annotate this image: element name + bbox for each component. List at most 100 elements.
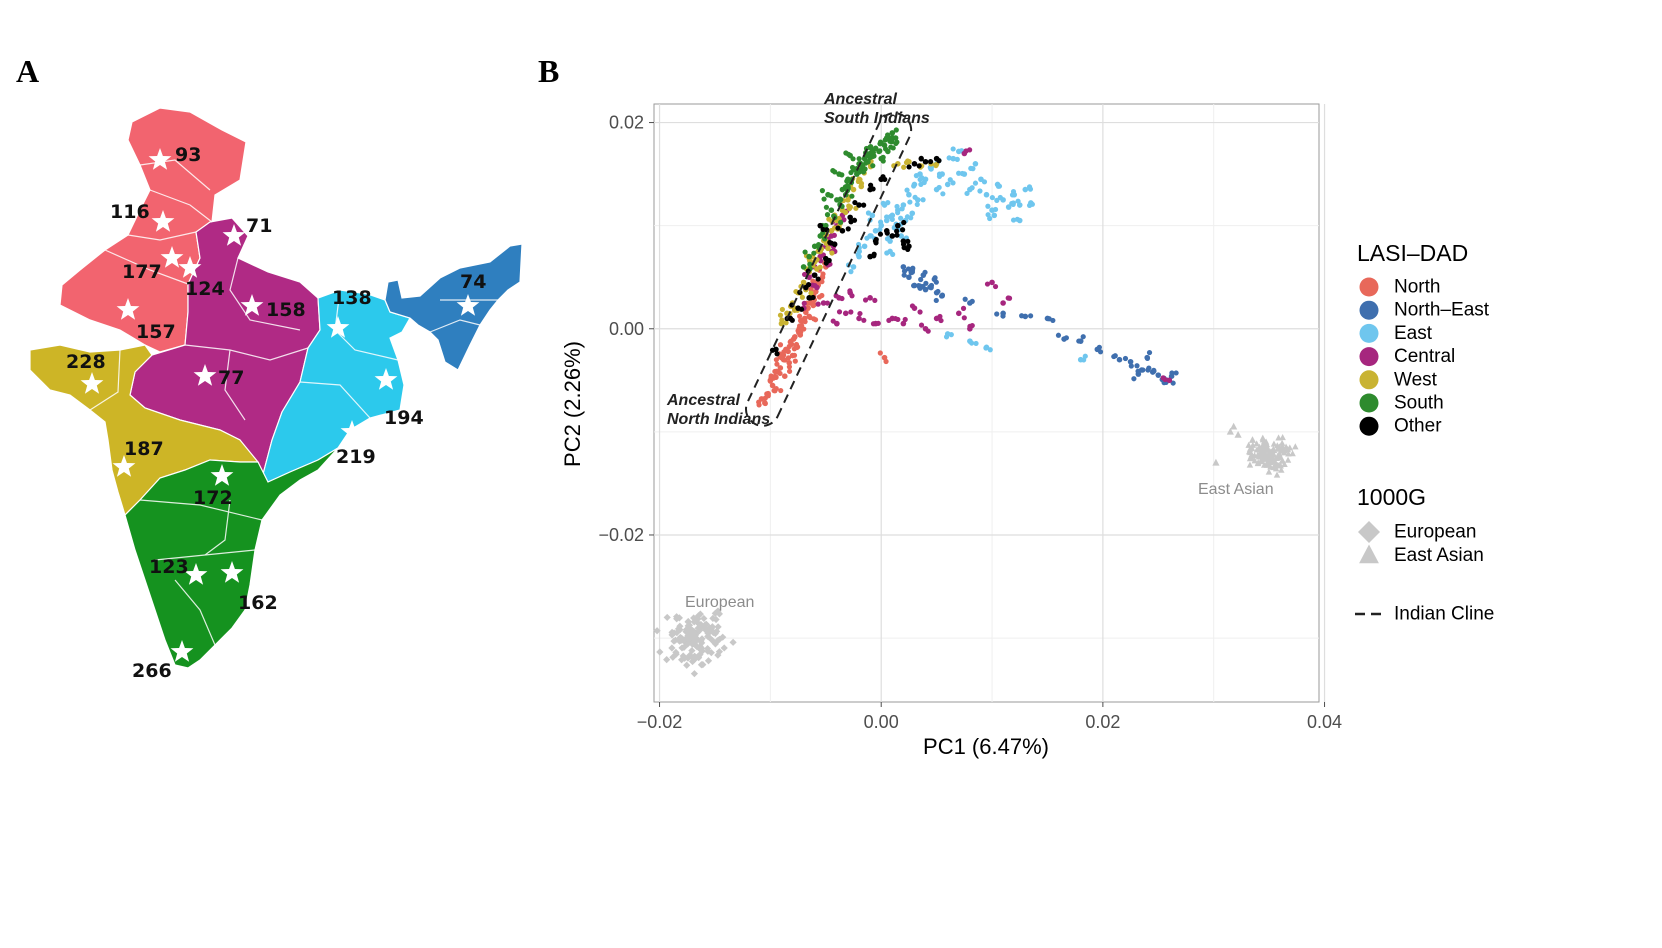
reference-point-european <box>694 624 702 632</box>
point-south <box>893 127 899 133</box>
point-east <box>1005 204 1012 210</box>
point-north <box>811 316 817 322</box>
point-north_east <box>1116 356 1123 363</box>
point-central <box>938 317 944 324</box>
point-south <box>870 153 876 159</box>
point-central <box>872 297 878 304</box>
reference-point-european <box>691 652 699 660</box>
point-north_east <box>969 298 975 304</box>
reference-point-east_asian <box>1259 452 1267 460</box>
point-north <box>819 292 825 299</box>
reference-point-european <box>686 630 694 638</box>
point-east <box>1026 184 1033 190</box>
point-east <box>936 173 943 179</box>
point-central <box>820 300 827 306</box>
point-other <box>806 282 812 288</box>
point-west <box>901 164 907 170</box>
legend-1000g-title: 1000G <box>1357 484 1426 510</box>
point-central <box>824 300 831 306</box>
point-north_east <box>939 292 945 298</box>
point-north_east <box>1055 332 1062 338</box>
site-star-icon <box>456 294 480 316</box>
point-central <box>830 318 836 324</box>
reference-point-east_asian <box>1246 461 1254 468</box>
reference-point-european <box>714 637 722 645</box>
point-central <box>1005 295 1011 301</box>
point-north_east <box>1076 338 1082 344</box>
point-east <box>943 334 950 340</box>
point-west <box>799 294 806 300</box>
point-north_east <box>962 296 968 302</box>
reference-point-european <box>709 614 717 622</box>
reference-point-east_asian <box>1281 460 1288 468</box>
x-axis-title: PC1 (6.47%) <box>923 734 1049 759</box>
point-north <box>791 352 798 358</box>
lasi-dad-points <box>756 127 1179 408</box>
point-south <box>844 178 850 184</box>
point-central <box>886 317 892 323</box>
point-east <box>1081 357 1087 363</box>
x-tick-label: 0.02 <box>1085 712 1120 732</box>
point-north <box>788 338 794 344</box>
point-central <box>842 310 849 317</box>
reference-point-european <box>696 650 704 659</box>
point-other <box>916 163 922 169</box>
legend-key-south <box>1359 393 1379 413</box>
point-north <box>786 364 793 370</box>
reference-point-european <box>682 626 691 634</box>
point-other <box>817 222 824 229</box>
point-east <box>969 185 975 191</box>
sample-count-label: 194 <box>384 407 424 429</box>
point-north_east <box>1046 316 1052 322</box>
point-west <box>826 216 832 222</box>
point-north <box>797 318 804 324</box>
point-north <box>762 400 768 407</box>
point-south <box>825 191 831 198</box>
point-east <box>997 194 1003 201</box>
point-north_east <box>1127 358 1134 365</box>
point-east <box>991 212 998 219</box>
point-south <box>811 250 817 256</box>
point-south <box>890 145 896 151</box>
point-east <box>954 156 960 162</box>
point-other <box>811 272 818 278</box>
sample-count-label: 157 <box>136 321 176 343</box>
sample-count-label: 93 <box>175 144 201 166</box>
reference-point-european <box>656 648 664 656</box>
reference-point-european <box>694 635 702 644</box>
point-west <box>846 206 852 212</box>
legend-key-triangle <box>1359 544 1379 564</box>
point-north_east <box>1146 349 1153 356</box>
point-south <box>836 171 842 177</box>
point-central <box>895 316 901 323</box>
point-east <box>944 181 951 188</box>
point-north_east <box>918 276 924 283</box>
point-east <box>889 216 895 222</box>
point-south <box>821 196 827 202</box>
point-south <box>893 140 899 147</box>
point-east <box>920 197 926 203</box>
point-east <box>936 184 942 191</box>
point-central <box>1166 377 1173 384</box>
site-star-icon <box>170 640 194 662</box>
legend-key-north <box>1359 277 1379 297</box>
y-tick-label: −0.02 <box>598 525 644 545</box>
sample-count-label: 266 <box>132 660 172 682</box>
reference-point-european <box>712 615 720 624</box>
point-north <box>806 313 812 320</box>
point-south <box>863 145 870 152</box>
point-central <box>801 300 807 306</box>
point-north <box>801 315 808 322</box>
point-central <box>847 288 853 294</box>
point-other <box>845 226 851 232</box>
point-central <box>810 282 816 288</box>
point-east <box>972 180 979 186</box>
point-central <box>918 322 925 328</box>
point-east <box>865 210 872 216</box>
sample-count-labels: 93 116 71 177 124 158 138 74 157 228 77 194 219 187 17… <box>66 144 486 682</box>
reference-point-east_asian <box>1264 453 1271 460</box>
point-north <box>769 382 776 389</box>
point-north_east <box>1097 349 1104 355</box>
reference-point-east_asian <box>1278 439 1286 446</box>
